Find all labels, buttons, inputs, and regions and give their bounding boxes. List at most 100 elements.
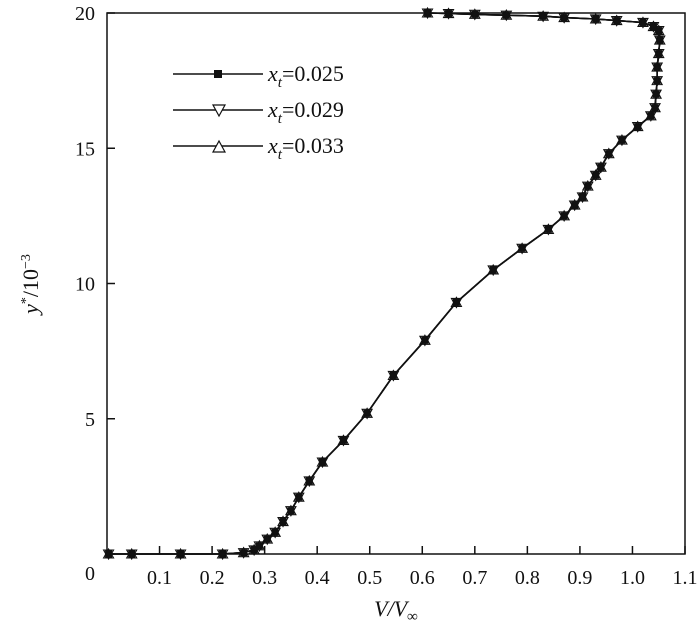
series-0-point-29 — [618, 136, 626, 144]
series-0-point-22 — [560, 212, 568, 220]
y-axis-label-base: y — [18, 304, 43, 316]
series-2-point-44 — [537, 10, 550, 21]
legend-entry-2: xt=0.029 — [173, 97, 344, 127]
series-0-point-46 — [471, 10, 479, 18]
x-tick-label-6: 0.7 — [462, 567, 487, 589]
y-tick-label-2: 10 — [75, 274, 95, 296]
series-2-point-1 — [125, 547, 138, 559]
series-2-point-46 — [468, 8, 481, 19]
series-0-point-8 — [271, 528, 279, 536]
series-2-point-24 — [576, 190, 589, 202]
series-0-point-10 — [287, 507, 295, 515]
series-0-point-43 — [560, 14, 568, 22]
series-2-point-28 — [602, 147, 615, 159]
series-0-point-3 — [219, 550, 227, 558]
y-axis-ticks: 0 5 10 15 20 — [75, 3, 115, 585]
x-axis-label-base: V/V — [374, 596, 410, 621]
series-0-point-9 — [279, 518, 287, 526]
x-tick-label-7: 0.8 — [515, 567, 540, 589]
series-2-point-12 — [303, 474, 316, 486]
series-2-point-22 — [558, 209, 571, 221]
series-0-point-36 — [655, 50, 663, 58]
series-2-point-43 — [558, 11, 571, 23]
y-tick-label-3: 15 — [75, 138, 95, 160]
series-2-point-19 — [487, 263, 500, 275]
series-0-point-20 — [518, 244, 526, 252]
svg-text:xt=0.033: xt=0.033 — [267, 133, 344, 163]
series-0-point-44 — [539, 12, 547, 20]
series-0-point-32 — [651, 104, 659, 112]
series-0-point-0 — [105, 550, 113, 558]
legend-label-2-var: x — [267, 97, 278, 122]
series-0-point-21 — [544, 225, 552, 233]
series-0-point-23 — [571, 201, 579, 209]
y-axis-label-mid: /10 — [18, 269, 43, 297]
series-2-point-26 — [589, 169, 602, 180]
series-2-point-34 — [651, 74, 664, 86]
series-0-point-13 — [318, 458, 326, 466]
series-2-point-16 — [387, 369, 400, 381]
x-tick-label-4: 0.5 — [357, 567, 382, 589]
series-2-point-30 — [631, 120, 644, 132]
series-2-point-10 — [284, 504, 297, 516]
legend-label-3-var: x — [267, 133, 278, 158]
series-line-0 — [108, 12, 661, 555]
series-2-point-6 — [253, 539, 266, 551]
series-2-point-29 — [616, 134, 628, 145]
series-0-point-18 — [452, 298, 460, 306]
series-0-point-40 — [639, 18, 647, 26]
legend-entry-3: xt=0.033 — [173, 133, 344, 163]
series-0-point-25 — [584, 182, 592, 190]
y-axis-label-sup1: * — [19, 297, 34, 304]
series-0-point-24 — [579, 193, 587, 201]
svg-text:xt=0.029: xt=0.029 — [267, 97, 344, 127]
series-0-point-17 — [421, 336, 429, 344]
series-2-point-47 — [442, 7, 455, 19]
series-0-point-7 — [263, 535, 271, 543]
series-0-point-4 — [240, 549, 248, 557]
series-0-point-34 — [653, 77, 661, 85]
series-layer — [102, 6, 666, 561]
series-0-point-41 — [613, 17, 621, 25]
series-0-point-11 — [295, 493, 303, 501]
series-2-point-2 — [174, 547, 187, 559]
y-axis-label: y*/10−3 — [18, 254, 43, 316]
series-2-point-31 — [644, 109, 657, 121]
series-2-point-42 — [589, 12, 602, 24]
series-2-point-27 — [594, 161, 607, 172]
series-2-point-18 — [450, 296, 463, 307]
series-2-point-4 — [237, 546, 250, 558]
series-0-point-45 — [502, 11, 510, 19]
series-2-point-32 — [649, 101, 661, 113]
series-2-point-13 — [316, 455, 329, 467]
series-2-point-14 — [337, 434, 350, 445]
series-0-point-12 — [305, 477, 313, 485]
series-0-point-19 — [489, 266, 497, 274]
x-tick-label-9: 1.0 — [620, 567, 645, 589]
series-0-point-31 — [647, 112, 655, 120]
series-2-point-33 — [650, 88, 663, 99]
series-2-point-3 — [216, 547, 229, 559]
svg-text:xt=0.025: xt=0.025 — [267, 61, 344, 91]
y-tick-label-4: 20 — [75, 3, 95, 25]
x-tick-label-8: 0.9 — [567, 567, 592, 589]
x-tick-label-2: 0.3 — [252, 567, 277, 589]
x-axis-ticks: 0.1 0.2 0.3 0.4 0.5 0.6 0.7 0.8 0.9 1.0 1.1 — [147, 546, 698, 589]
series-0-point-35 — [653, 63, 661, 71]
series-2-point-21 — [542, 223, 555, 234]
series-0-point-47 — [445, 10, 453, 18]
y-tick-label-0: 0 — [85, 563, 95, 585]
legend-label-2-sub: t — [278, 111, 283, 127]
series-2-point-0 — [102, 547, 115, 559]
series-0-point-14 — [339, 436, 347, 444]
series-2-point-9 — [277, 515, 289, 527]
legend-marker-triangle-up — [211, 139, 227, 153]
series-2-point-8 — [269, 526, 282, 537]
series-2-point-37 — [653, 33, 666, 45]
series-0-point-28 — [605, 150, 613, 158]
x-tick-label-10: 1.1 — [673, 567, 698, 589]
series-2-point-15 — [361, 407, 374, 418]
series-0-point-2 — [177, 550, 185, 558]
series-0-point-26 — [592, 171, 600, 179]
